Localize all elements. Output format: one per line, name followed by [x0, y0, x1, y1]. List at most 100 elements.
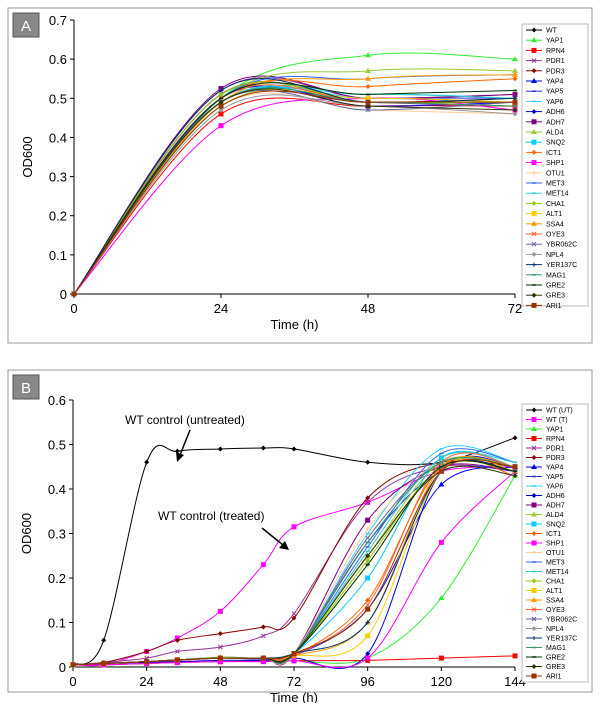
legend-label: SNQ2 — [546, 522, 565, 529]
panel-label-box — [12, 12, 40, 38]
data-point — [260, 659, 266, 665]
legend-label: YAP4 — [546, 79, 563, 86]
legend-label: WT — [546, 28, 558, 35]
legend-label: NPL4 — [546, 626, 564, 633]
legend-label: MET14 — [546, 569, 569, 576]
data-point — [217, 631, 223, 637]
panel-border — [7, 369, 593, 693]
data-point — [217, 644, 223, 650]
legend-item: YER137C — [526, 262, 577, 269]
legend-item: ICT1 — [526, 531, 561, 538]
legend-label: GRE2 — [546, 283, 565, 290]
legend-marker — [531, 531, 537, 536]
legend-item: YER137C — [526, 636, 577, 643]
legend-label: GRE2 — [546, 655, 565, 662]
legend-label: SSA4 — [546, 598, 564, 605]
legend-item: ADH6 — [526, 493, 565, 500]
legend-label: YBR062C — [546, 617, 577, 624]
legend-marker — [531, 292, 537, 298]
y-tick-label: 0 — [59, 660, 66, 675]
legend-item: YAP6 — [526, 484, 563, 491]
x-tick-label: 0 — [69, 674, 76, 689]
legend-label: MET3 — [546, 560, 565, 567]
data-point — [512, 67, 518, 73]
y-tick-label: 0.3 — [48, 527, 66, 542]
legend-item: PDR1 — [526, 446, 565, 453]
legend: WT YAP1 RPN4 PDR1 PDR3 YAP4 YAP5 YAP6 ADH6 ADH7 AL… — [521, 23, 589, 310]
data-point — [291, 615, 297, 621]
data-point — [144, 659, 150, 665]
data-point — [365, 99, 371, 105]
legend-label: ADH6 — [546, 493, 565, 500]
legend-label: YAP1 — [546, 427, 563, 434]
data-point — [260, 624, 266, 630]
legend-marker — [531, 436, 537, 441]
data-point — [365, 517, 371, 523]
data-point — [218, 123, 224, 129]
data-point — [512, 435, 518, 441]
legend-item: OYE3 — [526, 232, 565, 239]
legend-label: CHA1 — [546, 201, 565, 208]
y-tick-label: 0.5 — [49, 91, 67, 106]
data-point — [365, 606, 371, 612]
legend-label: SHP1 — [546, 160, 564, 167]
data-point — [217, 446, 223, 452]
legend-label: OYE3 — [546, 232, 565, 239]
data-point — [219, 88, 223, 93]
data-point — [512, 56, 518, 62]
legend-label: YBR062C — [546, 242, 577, 249]
data-point — [512, 99, 518, 105]
legend-item: ADH7 — [526, 502, 565, 510]
legend-marker — [531, 129, 537, 134]
legend-item: NPL4 — [526, 626, 564, 633]
legend-marker — [531, 616, 537, 622]
data-point — [218, 99, 224, 105]
arrowhead-icon — [176, 452, 184, 462]
legend-marker — [531, 109, 537, 115]
legend-marker — [531, 588, 537, 593]
legend-marker — [532, 170, 536, 175]
legend-marker — [531, 211, 537, 217]
legend-marker — [531, 119, 537, 125]
y-tick-label: 0.1 — [48, 616, 66, 631]
data-point — [291, 611, 297, 616]
legend-label: PDR3 — [546, 455, 565, 462]
legend-item: PDR1 — [526, 58, 565, 65]
x-tick-label: 48 — [213, 674, 227, 689]
legend-item: MAG1 — [526, 272, 566, 279]
series-line — [72, 437, 516, 666]
data-point — [438, 539, 444, 545]
legend-label: PDR1 — [546, 58, 565, 65]
data-point — [438, 595, 445, 601]
legend-label: ALT1 — [546, 588, 562, 595]
legend-marker — [531, 578, 537, 584]
legend-label: RPN4 — [546, 48, 565, 55]
data-point — [365, 107, 371, 113]
legend-marker — [531, 220, 537, 226]
legend-marker — [531, 597, 537, 602]
y-tick-label: 0.1 — [49, 248, 67, 263]
data-point — [144, 459, 150, 465]
y-tick-label: 0.6 — [49, 52, 67, 67]
legend-label: YAP5 — [546, 89, 563, 96]
data-point — [365, 527, 370, 532]
annotation-text: WT control (untreated) — [125, 413, 245, 427]
data-point — [218, 107, 224, 113]
series-line — [73, 82, 516, 295]
annotation-untreated: WT control (untreated) — [125, 413, 245, 462]
data-point — [144, 648, 150, 654]
y-axis-label: OD600 — [20, 136, 35, 177]
legend-item: ADH6 — [526, 109, 565, 116]
legend-item: OYE3 — [526, 607, 565, 614]
data-point — [365, 620, 370, 625]
legend-item: SNQ2 — [526, 139, 565, 147]
data-point — [101, 660, 107, 666]
data-point — [70, 662, 76, 668]
legend-marker — [531, 200, 537, 206]
panel-label: B — [21, 380, 31, 397]
legend-item: NPL4 — [526, 251, 564, 259]
arrow-icon — [179, 429, 191, 456]
legend-marker — [531, 540, 537, 546]
legend-item: SSA4 — [526, 597, 564, 605]
legend-item: SNQ2 — [526, 521, 565, 529]
